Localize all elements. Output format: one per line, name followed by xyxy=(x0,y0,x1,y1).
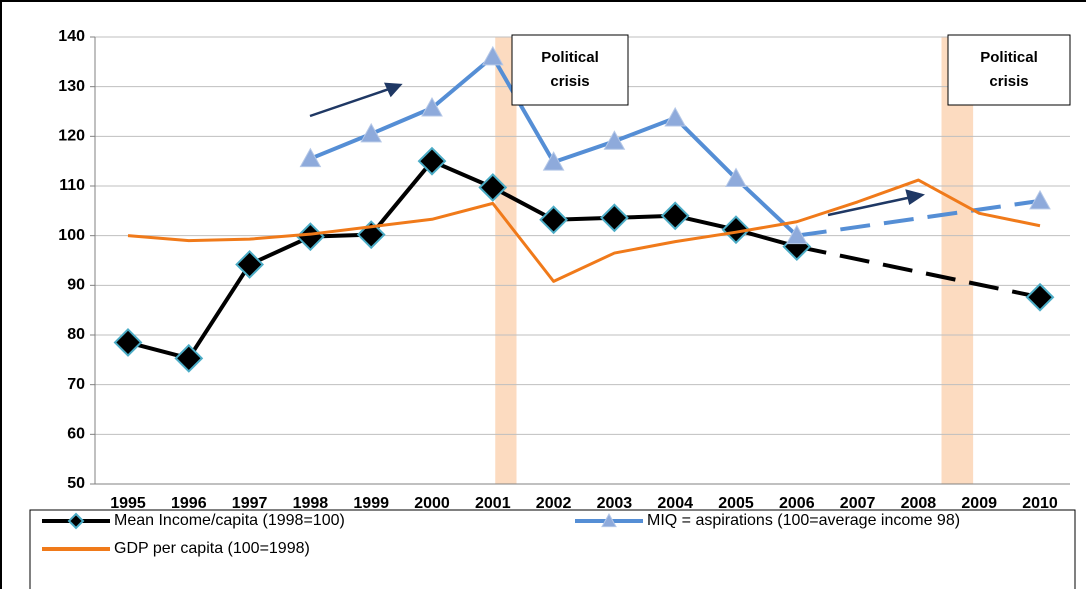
marker xyxy=(785,224,808,245)
x-tick-label: 1995 xyxy=(110,495,146,512)
marker xyxy=(360,122,383,143)
series-line xyxy=(128,161,1040,358)
x-tick-label: 2003 xyxy=(597,495,633,512)
y-tick-label: 90 xyxy=(67,277,85,294)
note-text: Political xyxy=(980,49,1038,66)
trend-arrows xyxy=(309,82,925,217)
projection-line xyxy=(796,244,1041,300)
arrow xyxy=(309,86,393,118)
y-tick-label: 80 xyxy=(67,326,85,343)
x-tick-label: 2004 xyxy=(657,495,693,512)
marker xyxy=(1029,189,1051,210)
legend-box xyxy=(29,509,1076,591)
marker xyxy=(601,512,617,528)
x-tick-label: 2000 xyxy=(414,495,450,512)
x-tick-label: 1997 xyxy=(232,495,268,512)
marker xyxy=(603,130,626,150)
y-tick-label: 120 xyxy=(58,128,85,145)
x-tick-label: 2010 xyxy=(1022,495,1058,512)
x-tick-label: 2001 xyxy=(475,495,511,512)
marker xyxy=(478,173,508,202)
marker xyxy=(664,106,687,127)
legend-label: MIQ = aspirations (100=average income 98… xyxy=(647,512,960,529)
legend-label: Mean Income/capita (1998=100) xyxy=(114,512,345,529)
y-tick-label: 110 xyxy=(59,177,85,194)
projection-line xyxy=(796,198,1041,238)
x-tick-label: 2008 xyxy=(901,495,937,512)
marker xyxy=(295,222,325,252)
x-tick-label: 2002 xyxy=(536,495,572,512)
arrow-head xyxy=(383,82,403,98)
marker xyxy=(725,167,747,188)
y-tick-label: 100 xyxy=(58,227,85,244)
x-tick-label: 2005 xyxy=(718,495,754,512)
y-tick-label: 130 xyxy=(58,78,85,95)
marker xyxy=(235,250,265,279)
marker xyxy=(599,203,629,233)
x-tick-label: 1996 xyxy=(171,495,207,512)
x-tick-label: 2006 xyxy=(779,495,815,512)
marker xyxy=(174,343,204,373)
x-tick-label: 1998 xyxy=(293,495,329,512)
arrow xyxy=(827,195,913,217)
marker xyxy=(481,45,504,66)
crisis-band xyxy=(941,37,974,484)
note-box xyxy=(511,34,629,106)
marker xyxy=(67,512,85,530)
series-line xyxy=(127,178,1041,283)
marker xyxy=(542,151,565,171)
marker xyxy=(113,328,143,357)
marker xyxy=(539,205,569,235)
note-text: crisis xyxy=(550,73,589,90)
x-tick-label: 1999 xyxy=(353,495,389,512)
marker xyxy=(1025,282,1055,312)
x-tick-label: 2007 xyxy=(840,495,876,512)
y-tick-label: 50 xyxy=(67,475,85,492)
note-box xyxy=(947,34,1071,106)
marker xyxy=(417,146,447,176)
arrow-head xyxy=(905,189,925,206)
x-tick-label: 2009 xyxy=(961,495,997,512)
marker xyxy=(421,96,443,117)
legend-label: GDP per capita (100=1998) xyxy=(114,540,310,557)
marker xyxy=(660,201,690,231)
y-tick-label: 140 xyxy=(58,28,85,45)
y-tick-label: 60 xyxy=(67,426,85,443)
marker xyxy=(721,215,751,245)
marker xyxy=(299,147,322,168)
y-tick-label: 70 xyxy=(67,376,85,393)
note-text: crisis xyxy=(989,73,1028,90)
note-text: Political xyxy=(541,49,599,66)
crisis-band xyxy=(495,37,517,484)
